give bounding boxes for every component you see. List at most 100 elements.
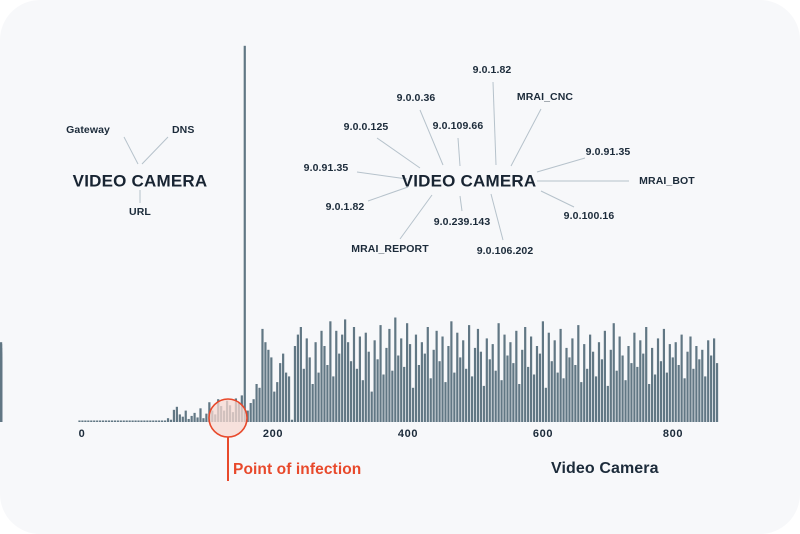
chart-bar xyxy=(686,351,689,422)
chart-bar xyxy=(276,382,279,422)
chart-bar xyxy=(621,355,624,422)
right-cluster-spoke-line xyxy=(419,109,444,166)
chart-bar xyxy=(199,408,202,422)
chart-bar xyxy=(656,338,660,422)
chart-bar xyxy=(556,372,559,422)
chart-bar xyxy=(653,374,657,422)
chart-bar xyxy=(689,336,692,422)
chart-bar xyxy=(403,366,406,422)
chart-bar xyxy=(217,399,220,422)
chart-bar xyxy=(302,368,305,422)
chart-bar xyxy=(225,400,229,422)
chart-bar xyxy=(698,359,701,422)
chart-bar xyxy=(355,368,359,422)
chart-bar xyxy=(603,330,606,422)
chart-bar xyxy=(692,368,695,422)
chart-bar xyxy=(338,353,341,422)
chart-bar xyxy=(668,344,671,422)
left-cluster-node-label: Gateway xyxy=(66,123,110,136)
chart-bar xyxy=(332,376,335,422)
chart-bar xyxy=(441,336,444,422)
chart-bar xyxy=(0,361,3,422)
chart-bar xyxy=(535,346,539,422)
x-axis-tick: 600 xyxy=(532,428,554,440)
chart-bar xyxy=(361,380,364,422)
chart-bar xyxy=(344,319,347,422)
chart-bar xyxy=(152,420,155,422)
right-cluster-spoke-line xyxy=(459,195,463,212)
chart-bar xyxy=(630,363,633,422)
right-cluster-node-label: 9.0.1.82 xyxy=(325,200,365,213)
chart-bar xyxy=(287,376,291,422)
chart-bar xyxy=(524,327,527,422)
chart-bar xyxy=(408,344,412,422)
chart-bar xyxy=(426,327,429,422)
chart-bar xyxy=(320,330,323,422)
chart-bar xyxy=(90,420,93,422)
chart-bar xyxy=(432,349,435,422)
chart-bar xyxy=(128,420,131,422)
chart-bar xyxy=(317,372,320,422)
chart-bar xyxy=(358,336,361,422)
chart-bar xyxy=(615,370,618,422)
chart-bar xyxy=(562,378,565,422)
chart-bar xyxy=(329,321,332,422)
chart-bar xyxy=(155,420,158,422)
chart-bar xyxy=(651,347,654,422)
chart-bar xyxy=(465,368,468,422)
chart-bar xyxy=(544,387,547,422)
chart-bar xyxy=(161,420,164,422)
chart-bar xyxy=(512,363,515,422)
chart-bar xyxy=(119,420,122,422)
chart-bar xyxy=(529,336,533,422)
chart-bar xyxy=(414,334,418,422)
chart-bar xyxy=(532,374,536,422)
chart-bar xyxy=(187,418,190,422)
chart-bar xyxy=(305,338,308,422)
right-cluster-node-label: 9.0.239.143 xyxy=(433,215,491,228)
chart-bar xyxy=(476,328,480,422)
chart-bar xyxy=(125,420,128,422)
chart-bar xyxy=(285,372,288,422)
chart-bar xyxy=(420,342,423,422)
chart-bar xyxy=(538,353,542,422)
chart-bar xyxy=(220,406,223,422)
chart-bar xyxy=(677,365,680,422)
chart-bar xyxy=(521,349,524,422)
chart-bar xyxy=(146,420,149,422)
chart-bar xyxy=(107,420,111,422)
left-cluster-spokes xyxy=(123,136,169,203)
chart-bar xyxy=(231,412,235,422)
chart-bar xyxy=(580,382,583,422)
chart-bar xyxy=(169,419,173,422)
chart-bar xyxy=(376,359,379,422)
chart-bar xyxy=(568,357,571,422)
chart-bar xyxy=(715,363,719,422)
chart-bar xyxy=(237,403,240,422)
chart-bar xyxy=(93,420,96,422)
x-axis-tick: 800 xyxy=(662,428,684,440)
chart-bar xyxy=(258,387,261,422)
chart-bar xyxy=(662,328,666,422)
chart-bar xyxy=(101,420,105,422)
chart-bar xyxy=(373,340,376,422)
chart-bar xyxy=(205,413,208,422)
chart-bar xyxy=(385,347,388,422)
chart-bar xyxy=(181,416,184,422)
chart-bar xyxy=(497,323,500,422)
chart-bar xyxy=(713,338,716,422)
chart-bar xyxy=(240,395,243,422)
chart-bar xyxy=(438,361,441,422)
chart-bar xyxy=(87,420,90,422)
right-cluster-node-label: MRAI_REPORT xyxy=(351,242,429,255)
chart-bar xyxy=(346,342,350,422)
left-cluster-node-label: URL xyxy=(129,205,151,218)
left-cluster-node-label: DNS xyxy=(172,123,195,136)
chart-bar xyxy=(571,338,574,422)
chart-bar xyxy=(417,365,421,422)
chart-bar xyxy=(665,372,668,422)
chart-bar xyxy=(583,344,586,422)
chart-bar xyxy=(547,332,550,422)
chart-bar xyxy=(0,351,3,422)
